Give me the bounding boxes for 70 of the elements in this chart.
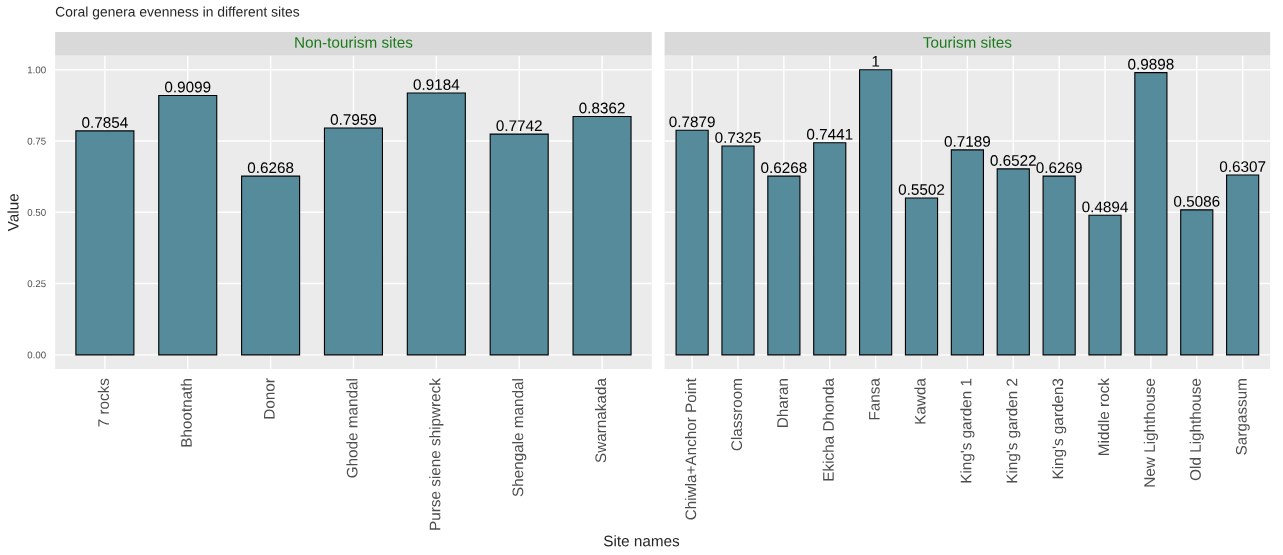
data-label: 0.7854 [82, 117, 128, 128]
x-tick-label: Kawda [914, 378, 926, 424]
data-label: 0.7189 [944, 136, 991, 147]
data-label: 0.4894 [1082, 201, 1128, 213]
data-label: 0.7325 [715, 132, 761, 143]
bar [721, 145, 755, 356]
bar [241, 175, 301, 356]
bar [572, 115, 632, 356]
x-tick-label: Bhootnath [180, 379, 192, 447]
data-label: 0.6522 [990, 155, 1036, 166]
x-tick-label: Fansa [869, 378, 880, 420]
x-tick-label: Classroom [730, 379, 743, 451]
x-tick-label: Swarnakada [594, 378, 607, 463]
y-tick-label: 0.25 [27, 280, 46, 288]
x-tick-label: Donor [264, 378, 275, 419]
x-tick-label: King's garden 1 [960, 378, 975, 483]
y-axis-title: Value [7, 193, 19, 232]
x-tick-label: Ghode mandal [346, 379, 358, 478]
bar [1088, 214, 1122, 356]
bar [489, 133, 549, 356]
x-tick-label: King's garden 2 [1006, 378, 1021, 483]
bar [158, 94, 218, 356]
bar [950, 149, 984, 356]
bar [675, 129, 709, 356]
data-label: 0.6269 [1036, 162, 1082, 174]
bar [1226, 174, 1260, 356]
y-tick-label: 1.00 [27, 66, 46, 74]
bar [406, 92, 466, 356]
y-tick-label: 0.75 [27, 137, 46, 145]
bar [1042, 175, 1076, 356]
x-tick-label: Chiwla+Anchor Point [685, 378, 697, 520]
y-tick-label: 0.00 [27, 351, 46, 359]
x-axis-title: Site names [603, 535, 680, 547]
bar [1134, 72, 1168, 356]
chart-title: Coral genera evenness in different sites [55, 6, 300, 20]
bar [767, 175, 801, 356]
data-label: 0.9898 [1128, 58, 1174, 70]
bar [1180, 209, 1214, 356]
data-label: 0.8362 [579, 102, 625, 114]
data-label: 0.5086 [1174, 196, 1220, 207]
data-label: 0.7879 [669, 116, 715, 128]
bar [996, 168, 1030, 356]
data-label: 1 [872, 56, 880, 67]
x-tick-label: Purse siene shipwreck [429, 378, 444, 530]
bar [323, 127, 384, 356]
chart-subtitle: Tourism sites [923, 36, 1012, 48]
data-label: 0.7441 [806, 128, 853, 140]
data-label: 0.7742 [496, 120, 542, 132]
x-tick-label: Old Lighthouse [1189, 378, 1204, 481]
y-tick-label: 0.50 [27, 209, 46, 216]
x-tick-label: 7 rocks [97, 378, 109, 427]
data-label: 0.6268 [247, 162, 294, 174]
data-label: 0.9099 [164, 81, 211, 93]
data-label: 0.7959 [330, 114, 377, 125]
data-label: 0.6307 [1219, 161, 1266, 173]
x-tick-label: King's garden3 [1052, 378, 1067, 479]
data-label: 0.9184 [413, 79, 460, 90]
bar [904, 197, 939, 356]
x-tick-label: Sargassum [1235, 379, 1250, 455]
data-label: 0.5502 [898, 184, 945, 195]
x-tick-label: Middle rock [1097, 378, 1110, 455]
data-label: 0.6268 [761, 162, 807, 174]
x-tick-label: Ekicha Dhonda [822, 378, 834, 481]
bar [859, 69, 893, 356]
bar [813, 142, 847, 356]
x-tick-label: Shengale mandal [512, 379, 527, 497]
x-tick-label: New Lighthouse [1143, 378, 1159, 487]
x-tick-label: Dharan [776, 379, 788, 427]
bar [75, 130, 135, 356]
chart-subtitle: Non-tourism sites [295, 36, 413, 48]
